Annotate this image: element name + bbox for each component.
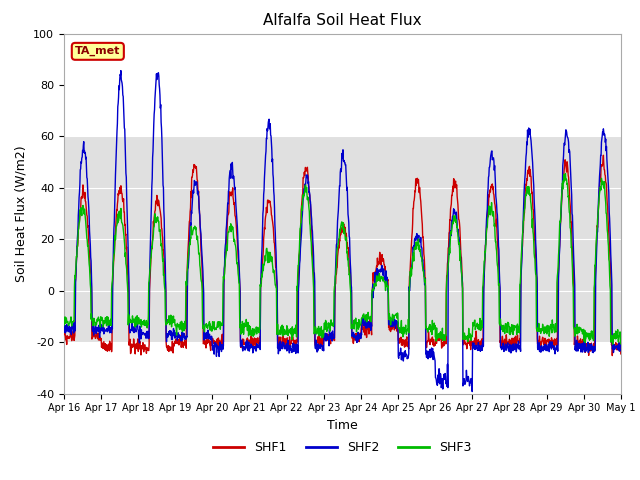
Text: TA_met: TA_met (75, 46, 120, 57)
Legend: SHF1, SHF2, SHF3: SHF1, SHF2, SHF3 (208, 436, 477, 459)
Y-axis label: Soil Heat Flux (W/m2): Soil Heat Flux (W/m2) (15, 145, 28, 282)
Title: Alfalfa Soil Heat Flux: Alfalfa Soil Heat Flux (263, 13, 422, 28)
X-axis label: Time: Time (327, 419, 358, 432)
Bar (64, 136, 621, 342)
